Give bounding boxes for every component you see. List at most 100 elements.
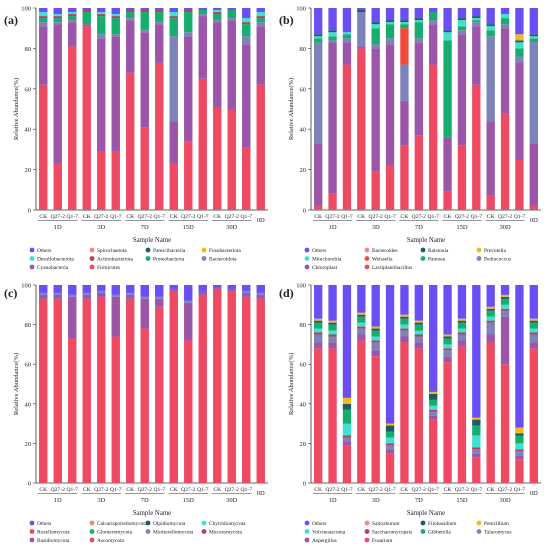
bar-segment — [184, 302, 193, 341]
y-tick-label: 0 — [303, 208, 306, 215]
x-group-label: 0D — [257, 490, 265, 497]
legend-swatch — [304, 520, 310, 526]
bar-segment — [111, 18, 120, 35]
bar-segment — [472, 453, 481, 458]
bar-segment — [457, 334, 467, 341]
bar-segment — [198, 8, 207, 11]
bar-segment — [256, 292, 265, 295]
bar-segment — [155, 296, 164, 299]
bar-segment — [111, 296, 120, 337]
x-tick-label: Q1-7 — [241, 487, 253, 493]
x-group-label: 1D — [54, 224, 62, 231]
bar-segment — [314, 205, 323, 210]
legend-swatch — [29, 264, 35, 270]
bar-segment — [328, 193, 337, 210]
bar-segment — [328, 285, 337, 321]
legend-item-label: Firmicutes — [97, 265, 120, 271]
bar-segment — [256, 298, 265, 483]
bar-segment — [400, 330, 409, 337]
bar-segment — [169, 285, 178, 289]
legend-swatch — [304, 264, 310, 270]
bar-segment — [82, 285, 91, 293]
x-tick-label: Q27-2 — [51, 214, 65, 220]
legend-item-label: Gibberella — [428, 530, 451, 536]
bar-segment — [256, 18, 265, 23]
x-tick-label: Q27-2 — [138, 487, 152, 493]
bar-segment — [500, 316, 510, 365]
x-axis-label: Sample Name — [133, 237, 171, 244]
bar-segment — [500, 296, 510, 299]
legend-item-label: Others — [37, 521, 51, 527]
y-axis-label: Relative Abundance(%) — [13, 353, 20, 415]
bar-segment — [314, 38, 323, 43]
bar-segment — [357, 328, 366, 335]
bar-segment — [357, 314, 366, 317]
bar-segment — [314, 334, 323, 343]
bar-segment — [357, 340, 366, 483]
bar-segment — [357, 322, 366, 327]
bar-segment — [443, 285, 452, 335]
bar-segment — [39, 285, 48, 293]
bar-segment — [472, 447, 481, 450]
y-tick-label: 100 — [296, 6, 306, 13]
bar-segment — [198, 285, 207, 291]
bar-segment — [184, 8, 193, 11]
legend-item-label: Mucoromycota — [209, 530, 243, 536]
bar-segment — [429, 12, 438, 21]
x-tick-label: Q1-7 — [241, 214, 253, 220]
bar-segment — [472, 18, 481, 21]
bar-segment — [515, 443, 524, 450]
bar-segment — [400, 314, 409, 317]
x-group-label: 0D — [530, 490, 538, 497]
x-tick-label: Q1-7 — [384, 214, 396, 220]
bar-segment — [342, 34, 352, 39]
x-axis-label: Sample Name — [407, 237, 445, 244]
bar-segment — [414, 320, 423, 323]
bar-segment — [184, 12, 193, 33]
bar-segment — [457, 18, 467, 21]
bar-segment — [342, 8, 352, 33]
bar-segment — [82, 292, 91, 295]
legend-item-label: Actinobacteriota — [97, 257, 134, 263]
bar-segment — [140, 296, 149, 299]
panel-label: (b) — [279, 13, 294, 27]
bar-segment — [443, 8, 452, 31]
x-group-label: 3D — [372, 497, 380, 504]
legend-item-label: Cyanobacteria — [37, 265, 69, 271]
legend-swatch — [89, 537, 95, 543]
bar-segment — [126, 285, 135, 293]
legend-swatch — [201, 247, 207, 253]
bar-segment — [429, 391, 438, 394]
bar-segment — [184, 36, 193, 142]
bar-segment — [486, 320, 495, 323]
legend-item-label: Patescibacteria — [153, 248, 186, 254]
bar-segment — [213, 22, 222, 107]
bar-segment — [429, 393, 438, 400]
bar-segment — [213, 288, 222, 483]
bar-segment — [371, 24, 380, 29]
bar-segment — [169, 18, 178, 37]
bar-segment — [486, 24, 495, 27]
bar-segment — [227, 290, 236, 483]
bar-segment — [385, 453, 395, 483]
legend-item-label: Saitozhurum — [372, 521, 400, 527]
legend-swatch — [364, 256, 370, 261]
bar-segment — [500, 298, 510, 305]
bar-segment — [242, 36, 251, 45]
bar-segment — [457, 328, 467, 333]
bar-segment — [371, 326, 380, 329]
legend-swatch — [304, 537, 310, 543]
x-group-label: 1D — [329, 224, 337, 231]
x-tick-label: Q1-7 — [341, 214, 353, 220]
bar-segment — [314, 322, 323, 329]
bar-segment — [169, 36, 178, 122]
legend-item-label: Desulfobacterota — [37, 256, 74, 263]
legend-item-label: Bacteroides — [372, 248, 397, 254]
bar-segment — [429, 24, 438, 65]
x-group-label: 15D — [183, 224, 195, 231]
bar-segment — [53, 298, 62, 483]
bar-segment — [342, 397, 352, 404]
bar-segment — [256, 26, 265, 85]
bar-segment — [529, 38, 538, 43]
